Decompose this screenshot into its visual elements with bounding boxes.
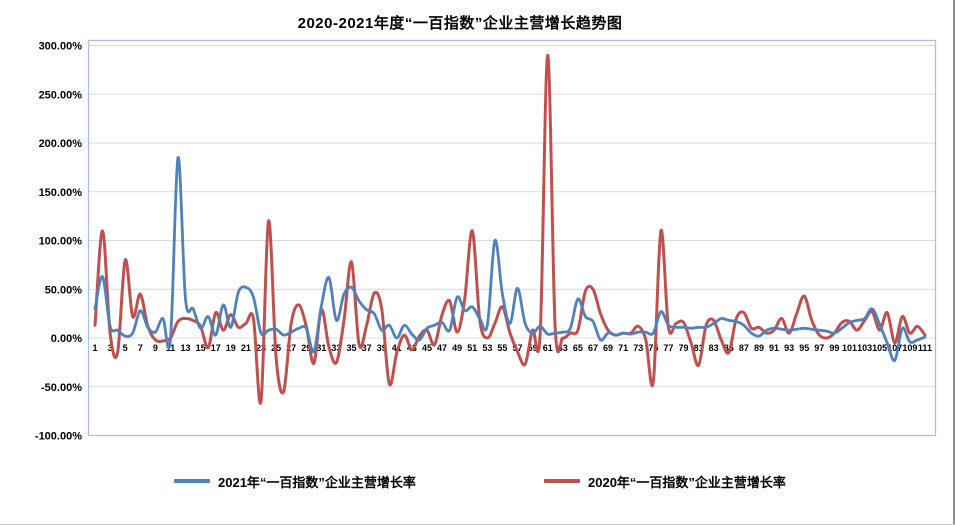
- x-axis-tick-label: 75: [648, 343, 658, 353]
- legend: 2021年“一百指数”企业主营增长率 2020年“一百指数”企业主营增长率: [0, 470, 955, 492]
- x-axis-tick-label: 33: [331, 343, 341, 353]
- x-axis-tick-label: 101: [842, 343, 857, 353]
- x-axis-tick-label: 97: [814, 343, 824, 353]
- x-axis-tick-label: 59: [528, 343, 538, 353]
- legend-item-2021: 2021年“一百指数”企业主营增长率: [174, 470, 416, 492]
- y-axis-tick-label: 250.00%: [39, 89, 83, 101]
- series-2021-line: [93, 156, 927, 363]
- x-axis-tick-label: 9: [153, 343, 158, 353]
- x-axis-tick-label: 27: [286, 343, 296, 353]
- x-axis-tick-label: 81: [694, 343, 704, 353]
- y-axis-tick-label: 200.00%: [39, 138, 83, 150]
- x-axis-tick-label: 17: [211, 343, 221, 353]
- x-axis-tick-label: 5: [123, 343, 128, 353]
- x-axis-tick-label: 67: [588, 343, 598, 353]
- x-axis-tick-label: 53: [482, 343, 492, 353]
- y-axis-tick-label: 0.00%: [51, 333, 82, 345]
- legend-label-2021: 2021年“一百指数”企业主营增长率: [218, 474, 416, 490]
- legend-line-swatch-2020: [544, 479, 580, 483]
- chart-title: 2020-2021年度“一百指数”企业主营增长趋势图: [297, 15, 623, 32]
- x-axis-tick-labels: 1 3 5 7 9 11 13 15 17 19 21 23 25 27 29 31 33 35 37 39 41 43 4…: [92, 343, 931, 353]
- x-axis-tick-label: 1: [92, 343, 97, 353]
- x-axis-tick-label: 71: [618, 343, 628, 353]
- x-axis-tick-label: 3: [108, 343, 113, 353]
- y-axis-tick-label: 100.00%: [39, 236, 83, 248]
- x-axis-tick-label: 93: [784, 343, 794, 353]
- x-axis-tick-label: 79: [679, 343, 689, 353]
- gridlines: [88, 45, 936, 436]
- x-axis-tick-label: 85: [724, 343, 734, 353]
- y-axis-tick-label: 300.00%: [39, 41, 83, 53]
- x-axis-tick-label: 77: [663, 343, 673, 353]
- x-axis-tick-label: 83: [709, 343, 719, 353]
- x-axis-tick-label: 29: [301, 343, 311, 353]
- x-axis-tick-label: 23: [256, 343, 266, 353]
- series-2020-line: [93, 53, 927, 405]
- x-axis-tick-label: 57: [513, 343, 523, 353]
- x-axis-tick-label: 19: [226, 343, 236, 353]
- x-axis-tick-label: 49: [452, 343, 462, 353]
- plot-area-border: [87, 39, 937, 437]
- x-axis-tick-label: 61: [543, 343, 553, 353]
- x-axis-tick-label: 69: [603, 343, 613, 353]
- x-axis-tick-label: 45: [422, 343, 432, 353]
- legend-label-2020: 2020年“一百指数”企业主营增长率: [588, 474, 786, 490]
- x-axis-tick-label: 35: [347, 343, 357, 353]
- x-axis-tick-label: 7: [138, 343, 143, 353]
- y-axis-tick-label: 150.00%: [39, 187, 83, 199]
- y-axis-tick-label: -50.00%: [41, 382, 82, 394]
- y-axis-tick-labels: 300.00% 250.00% 200.00% 150.00% 100.00% 50.00…: [35, 41, 82, 443]
- x-axis-tick-label: 89: [754, 343, 764, 353]
- x-axis-tick-label: 107: [887, 343, 902, 353]
- x-axis-tick-label: 103: [857, 343, 872, 353]
- x-axis-tick-label: 47: [437, 343, 447, 353]
- x-axis-tick-label: 55: [497, 343, 507, 353]
- x-axis-tick-label: 105: [872, 343, 887, 353]
- x-axis-tick-label: 87: [739, 343, 749, 353]
- x-axis-tick-label: 21: [241, 343, 251, 353]
- y-axis-tick-label: 50.00%: [45, 284, 83, 296]
- x-axis-tick-label: 95: [799, 343, 809, 353]
- x-axis-tick-label: 51: [467, 343, 477, 353]
- x-axis-tick-label: 109: [902, 343, 917, 353]
- x-axis-tick-label: 65: [573, 343, 583, 353]
- x-axis-tick-label: 39: [377, 343, 387, 353]
- x-axis-tick-label: 111: [918, 343, 932, 353]
- legend-item-2020: 2020年“一百指数”企业主营增长率: [544, 470, 786, 492]
- x-axis-tick-label: 91: [769, 343, 779, 353]
- x-axis-tick-label: 43: [407, 343, 417, 353]
- x-axis-tick-label: 13: [181, 343, 191, 353]
- legend-line-swatch-2021: [174, 479, 210, 483]
- x-axis-tick-label: 31: [316, 343, 326, 353]
- x-axis-tick-label: 99: [829, 343, 839, 353]
- x-axis-tick-label: 63: [558, 343, 568, 353]
- x-axis-tick-label: 37: [362, 343, 372, 353]
- y-axis-tick-label: -100.00%: [35, 431, 82, 443]
- x-axis-tick-label: 73: [633, 343, 643, 353]
- window-right-edge: [953, 0, 955, 525]
- x-axis-tick-label: 15: [196, 343, 206, 353]
